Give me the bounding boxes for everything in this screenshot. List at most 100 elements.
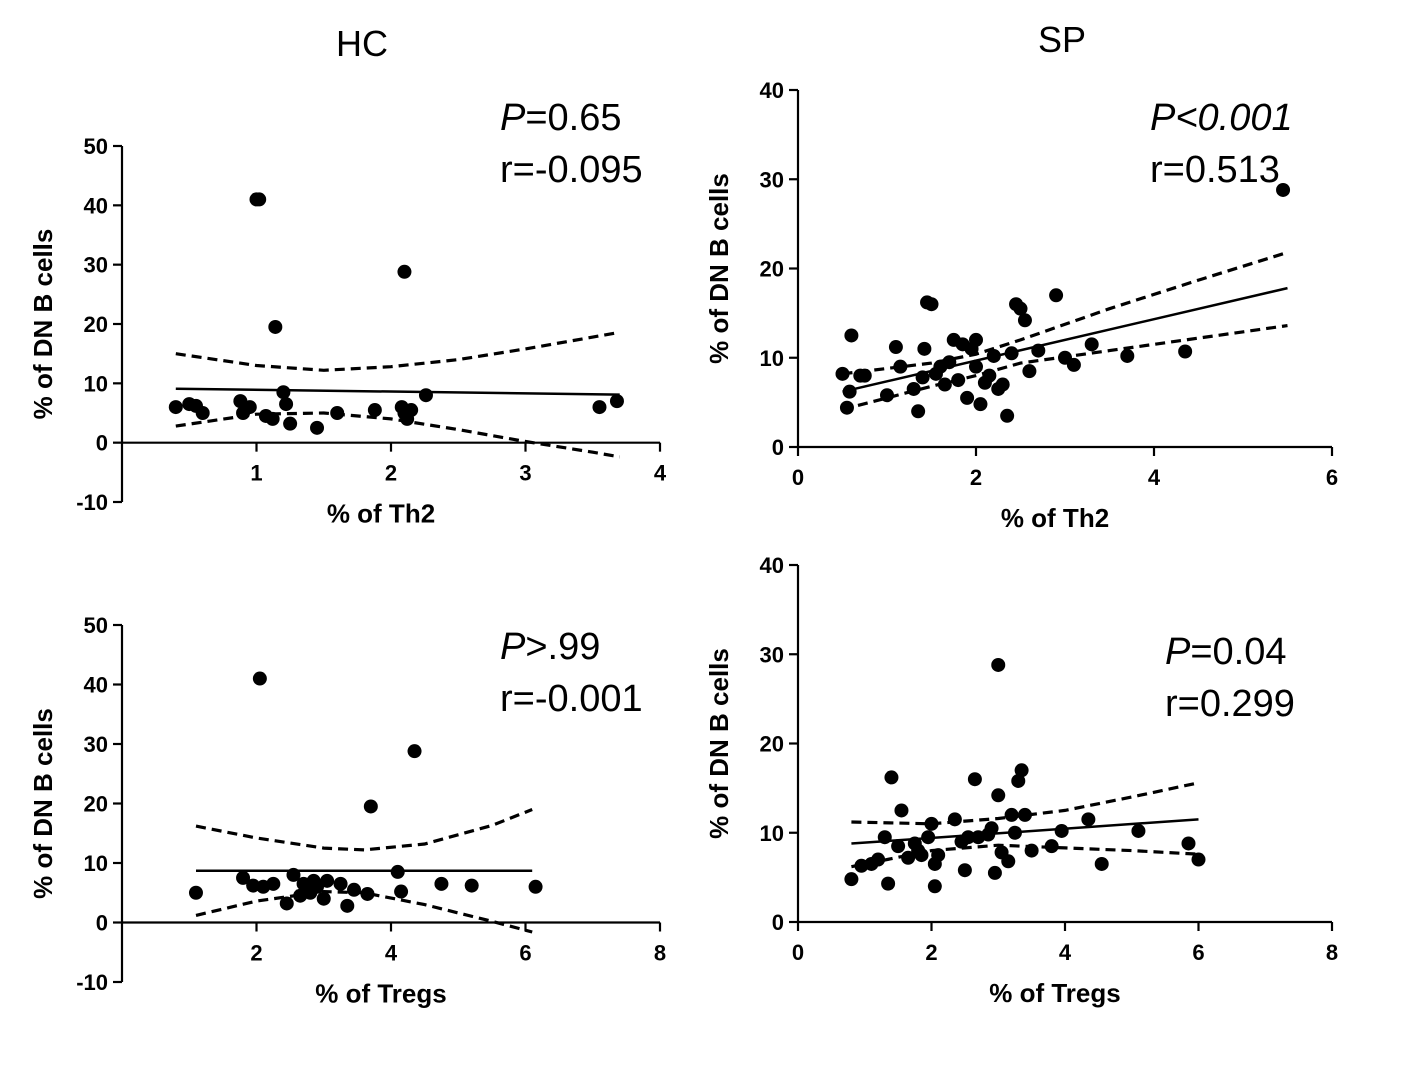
data-point	[310, 420, 325, 435]
data-point	[252, 192, 267, 207]
data-point	[592, 400, 607, 415]
group-title-sp: SP	[1038, 19, 1086, 60]
p-value-label: P=0.65	[500, 97, 622, 139]
data-point	[942, 355, 957, 370]
p-value: >.99	[525, 626, 600, 668]
x-tick-label: 2	[250, 941, 262, 966]
y-tick-label: -10	[76, 490, 108, 515]
x-tick-label: 4	[1059, 940, 1072, 965]
data-point	[891, 839, 906, 854]
data-point	[984, 821, 999, 836]
p-symbol: P	[1165, 631, 1191, 673]
chart-panel-2: -10 0 10 20 30 40 50 2 4 6 8 % of Tregs % of DN B ce…	[28, 613, 666, 1009]
data-point	[924, 816, 939, 831]
p-value-label: P=0.04	[1165, 631, 1287, 673]
data-point	[906, 381, 921, 396]
data-point	[835, 366, 850, 381]
data-point	[1024, 843, 1039, 858]
data-point	[1004, 807, 1019, 822]
p-value: =0.04	[1190, 631, 1286, 673]
data-point	[397, 264, 412, 279]
data-point	[333, 876, 348, 891]
data-point	[367, 403, 382, 418]
data-point	[1000, 408, 1015, 423]
ci-upper-line	[175, 330, 620, 372]
x-tick-label: 1	[250, 461, 262, 486]
y-tick-label: 10	[84, 851, 108, 876]
y-tick-label: -10	[76, 970, 108, 995]
x-tick-label: 8	[654, 941, 666, 966]
data-point	[927, 879, 942, 894]
y-tick-label: 10	[760, 346, 784, 371]
y-axis-title: % of DN B cells	[28, 229, 58, 420]
data-point	[888, 340, 903, 355]
data-point	[1276, 182, 1291, 197]
chart-panel-0: -10 0 10 20 30 40 50 1 2 3 4 % of Th2 % of DN B cell…	[28, 97, 667, 529]
data-point	[901, 850, 916, 865]
data-point	[1031, 343, 1046, 358]
data-point	[937, 377, 952, 392]
y-tick-label: 20	[84, 312, 108, 337]
data-point	[464, 878, 479, 893]
data-point	[951, 373, 966, 388]
data-point	[1131, 823, 1146, 838]
x-tick-label: 8	[1326, 940, 1338, 965]
y-tick-label: 0	[96, 911, 108, 936]
data-point	[844, 872, 859, 887]
data-point	[188, 885, 203, 900]
x-tick-label: 0	[792, 940, 804, 965]
r-value-label: r=0.513	[1150, 149, 1280, 191]
data-point	[528, 879, 543, 894]
y-tick-label: 50	[84, 134, 108, 159]
data-point	[1004, 346, 1019, 361]
x-axis-title: % of Th2	[1001, 503, 1109, 533]
data-point	[1011, 773, 1026, 788]
data-point	[991, 788, 1006, 803]
y-tick-label: 0	[772, 435, 784, 460]
data-point	[242, 400, 257, 415]
y-tick-label: 0	[96, 431, 108, 456]
y-tick-label: 10	[84, 371, 108, 396]
data-point	[418, 388, 433, 403]
y-axis-title: % of DN B cells	[704, 648, 734, 839]
data-point	[894, 803, 909, 818]
data-point	[973, 397, 988, 412]
data-point	[390, 864, 405, 879]
data-point	[330, 406, 345, 420]
x-tick-label: 6	[1326, 465, 1338, 490]
data-point	[915, 370, 930, 385]
data-point	[914, 848, 929, 863]
data-point	[921, 830, 936, 845]
data-point	[924, 297, 939, 312]
y-tick-label: 0	[772, 910, 784, 935]
data-point	[995, 377, 1010, 392]
y-axis-title: % of DN B cells	[28, 708, 58, 899]
data-point	[880, 388, 894, 403]
regression-line	[842, 286, 1288, 393]
data-point	[283, 416, 298, 431]
x-tick-label: 4	[385, 941, 398, 966]
y-tick-label: 20	[760, 732, 784, 757]
data-point	[1181, 836, 1196, 851]
ci-upper-line	[195, 808, 533, 852]
x-axis-title: % of Th2	[327, 499, 435, 529]
data-point	[911, 404, 926, 419]
regression-line	[175, 387, 620, 396]
data-point	[871, 852, 886, 867]
data-point	[969, 359, 983, 374]
y-tick-label: 40	[760, 78, 784, 103]
data-point	[268, 319, 283, 334]
x-tick-label: 4	[1148, 465, 1161, 490]
data-point	[236, 870, 251, 885]
data-point	[1120, 348, 1135, 363]
y-tick-label: 30	[760, 642, 784, 667]
data-point	[893, 359, 908, 374]
data-point	[1084, 337, 1099, 352]
chart-panel-3: 0 10 20 30 40 0 2 4 6 8 % of Tregs % of DN B cells P…	[704, 553, 1338, 1008]
x-axis-title: % of Tregs	[315, 979, 446, 1009]
y-axis-title: % of DN B cells	[704, 173, 734, 364]
data-point	[310, 879, 325, 894]
data-point	[991, 657, 1006, 672]
data-point	[844, 328, 859, 343]
x-tick-label: 3	[519, 461, 531, 486]
